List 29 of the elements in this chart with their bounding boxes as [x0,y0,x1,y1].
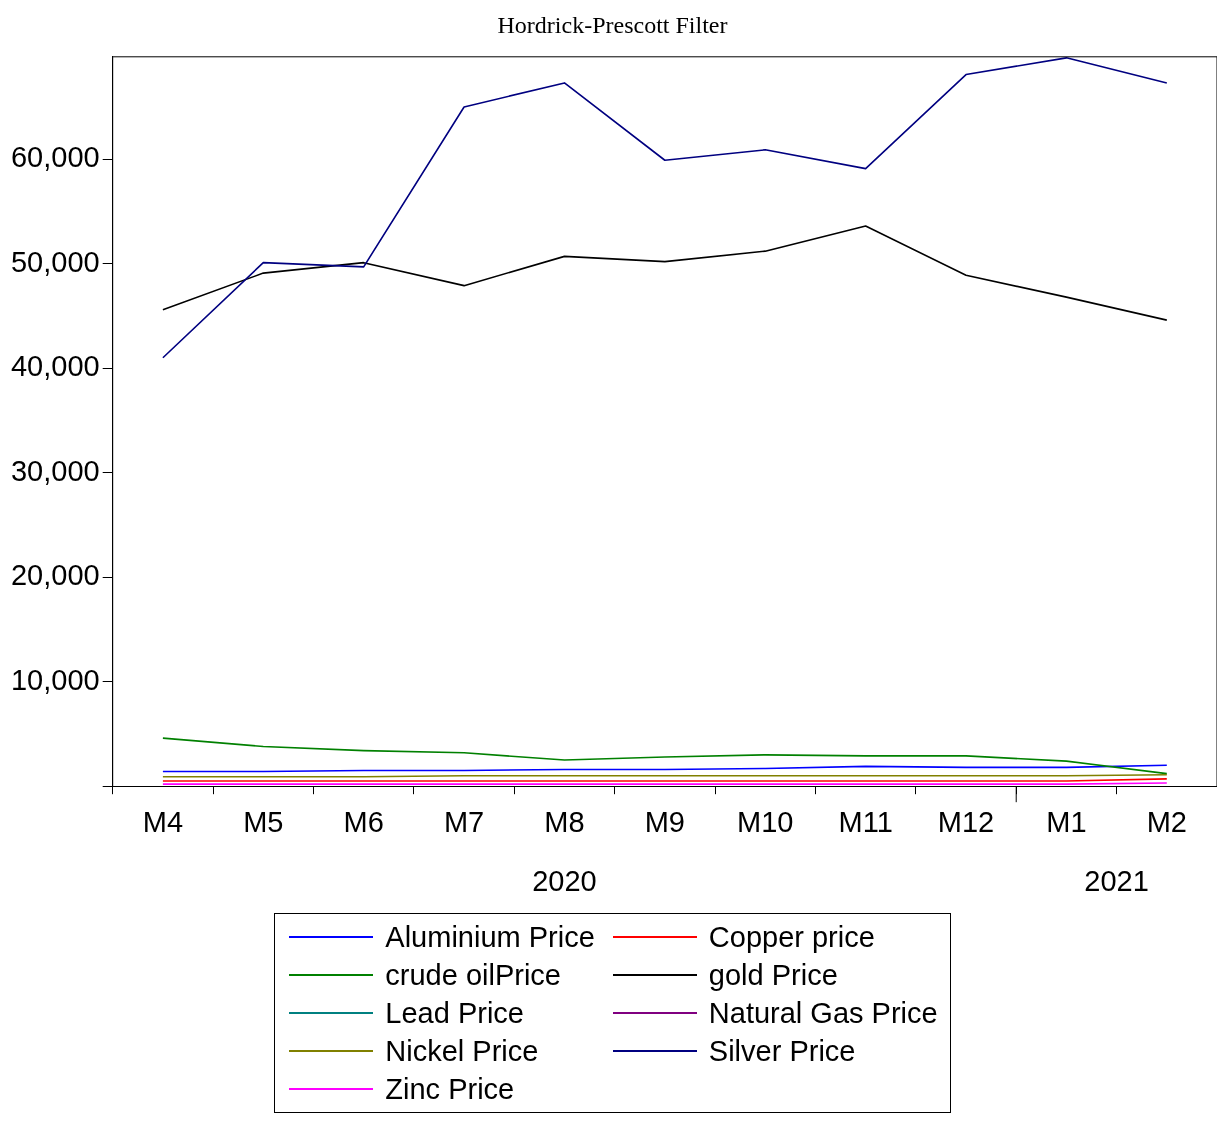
y-tick-label: 50,000 [11,245,100,278]
x-tick-label: M2 [1146,805,1187,838]
y-tick-label: 10,000 [11,663,100,696]
legend-label: Nickel Price [385,1034,539,1068]
x-tick-label: M11 [838,805,893,838]
y-tick-label: 30,000 [11,454,100,487]
text: 2021 [1084,865,1149,898]
y-tick-label: 40,000 [11,350,100,383]
chart-title: Hordrick-Prescott Filter [497,11,728,38]
x-tick-label: M7 [443,805,485,838]
legend-label: gold Price [708,958,838,992]
x-tick-label: M9 [644,805,685,838]
y-tick-label: 60,000 [11,141,100,174]
x-tick-label: M10 [737,805,794,838]
x-tick-label: M12 [937,805,995,838]
legend-label: Aluminium Price [385,920,595,954]
x-tick-label: M5 [243,805,284,838]
legend-label: Copper price [708,920,875,954]
x-tick-label: M6 [343,805,384,838]
x-tick-label: M1 [1046,805,1087,838]
legend-label: Lead Price [385,996,524,1030]
x-tick-label: M4 [142,805,184,838]
legend-label: crude oilPrice [385,958,561,992]
legend-label: Silver Price [708,1034,856,1068]
legend-label: Zinc Price [385,1072,515,1106]
legend-label: Natural Gas Price [708,996,938,1030]
text: 2020 [532,865,597,898]
x-tick-label: M8 [544,805,585,838]
y-tick-label: 20,000 [11,559,100,592]
